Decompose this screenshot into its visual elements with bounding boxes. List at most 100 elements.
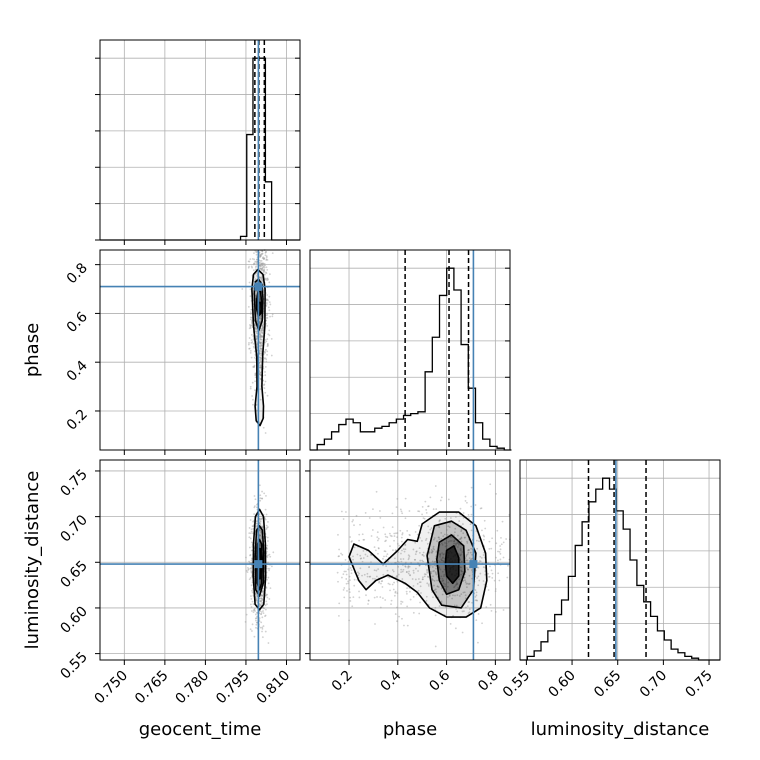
scatter-point	[248, 341, 250, 344]
scatter-point	[259, 545, 262, 548]
scatter-point	[426, 569, 428, 572]
scatter-point	[415, 593, 418, 596]
scatter-point	[255, 617, 258, 620]
scatter-point	[254, 389, 256, 392]
scatter-point	[266, 277, 269, 280]
scatter-point	[412, 585, 415, 587]
scatter-point	[461, 523, 464, 525]
scatter-point	[369, 575, 372, 578]
scatter-point	[404, 548, 407, 551]
scatter-point	[265, 340, 268, 343]
scatter-point	[258, 617, 261, 620]
scatter-point	[265, 305, 268, 307]
scatter-point	[364, 512, 367, 514]
scatter-point	[383, 555, 385, 558]
scatter-point	[259, 356, 261, 359]
scatter-point	[409, 574, 412, 577]
scatter-point	[259, 494, 262, 497]
scatter-point	[270, 354, 273, 357]
scatter-point	[490, 569, 493, 572]
scatter-point	[255, 506, 258, 509]
scatter-point	[262, 322, 265, 325]
scatter-point	[349, 600, 352, 602]
scatter-point	[400, 568, 403, 571]
scatter-point	[255, 611, 258, 614]
scatter-point	[470, 513, 473, 516]
scatter-point	[400, 510, 403, 513]
scatter-point	[494, 590, 497, 593]
scatter-point	[432, 596, 434, 599]
tick-label-y-phase: 0.2	[64, 406, 91, 433]
scatter-point	[259, 529, 262, 532]
scatter-point	[402, 548, 405, 550]
scatter-point	[401, 601, 404, 603]
scatter-point	[461, 631, 464, 634]
scatter-point	[482, 580, 485, 582]
scatter-point	[477, 641, 479, 644]
scatter-point	[260, 594, 263, 596]
scatter-point	[414, 558, 417, 561]
scatter-point	[399, 529, 402, 532]
scatter-point	[426, 568, 429, 571]
scatter-point	[466, 586, 468, 589]
scatter-point	[350, 569, 353, 571]
scatter-point	[337, 580, 339, 583]
scatter-point	[250, 528, 253, 531]
scatter-point	[248, 337, 251, 339]
scatter-point	[260, 329, 263, 332]
scatter-point	[262, 327, 264, 330]
scatter-point	[260, 344, 263, 347]
scatter-point	[433, 589, 436, 592]
scatter-point	[362, 538, 365, 541]
scatter-point	[421, 513, 423, 516]
scatter-point	[419, 537, 421, 539]
scatter-point	[422, 517, 425, 520]
scatter-point	[467, 583, 470, 586]
scatter-point	[393, 532, 396, 535]
scatter-point	[491, 576, 494, 579]
scatter-point	[390, 603, 392, 606]
scatter-point	[249, 349, 252, 352]
scatter-point	[400, 571, 402, 574]
scatter-point	[379, 596, 382, 598]
scatter-point	[493, 579, 496, 582]
scatter-point	[399, 508, 402, 511]
scatter-point	[446, 596, 449, 598]
scatter-point	[259, 253, 262, 256]
scatter-point	[271, 313, 274, 316]
scatter-point	[441, 543, 444, 546]
scatter-point	[269, 315, 271, 318]
panel-bg-luminosity_distance	[520, 460, 720, 660]
scatter-point	[262, 610, 264, 612]
scatter-point	[258, 421, 261, 424]
scatter-point	[263, 258, 265, 261]
scatter-point	[250, 568, 252, 570]
scatter-point	[489, 603, 492, 606]
scatter-point	[241, 288, 244, 290]
scatter-point	[358, 572, 360, 575]
scatter-point	[254, 498, 257, 501]
scatter-point	[429, 528, 432, 531]
tick-label-x-phase: 0.6	[426, 667, 453, 694]
scatter-point	[261, 325, 264, 328]
scatter-point	[267, 278, 270, 281]
scatter-point	[260, 611, 263, 613]
scatter-point	[406, 530, 409, 532]
scatter-point	[384, 599, 387, 601]
scatter-point	[266, 345, 269, 348]
scatter-point	[247, 305, 250, 308]
scatter-point	[433, 548, 435, 551]
scatter-point	[259, 316, 261, 319]
scatter-point	[447, 498, 450, 501]
scatter-point	[397, 565, 400, 568]
scatter-point	[446, 534, 449, 536]
scatter-point	[260, 276, 263, 279]
scatter-point	[394, 591, 397, 594]
scatter-point	[460, 540, 463, 543]
scatter-point	[389, 534, 392, 537]
scatter-point	[388, 532, 391, 535]
scatter-point	[454, 584, 457, 587]
scatter-point	[353, 546, 356, 549]
scatter-point	[408, 557, 410, 559]
scatter-point	[432, 545, 435, 548]
